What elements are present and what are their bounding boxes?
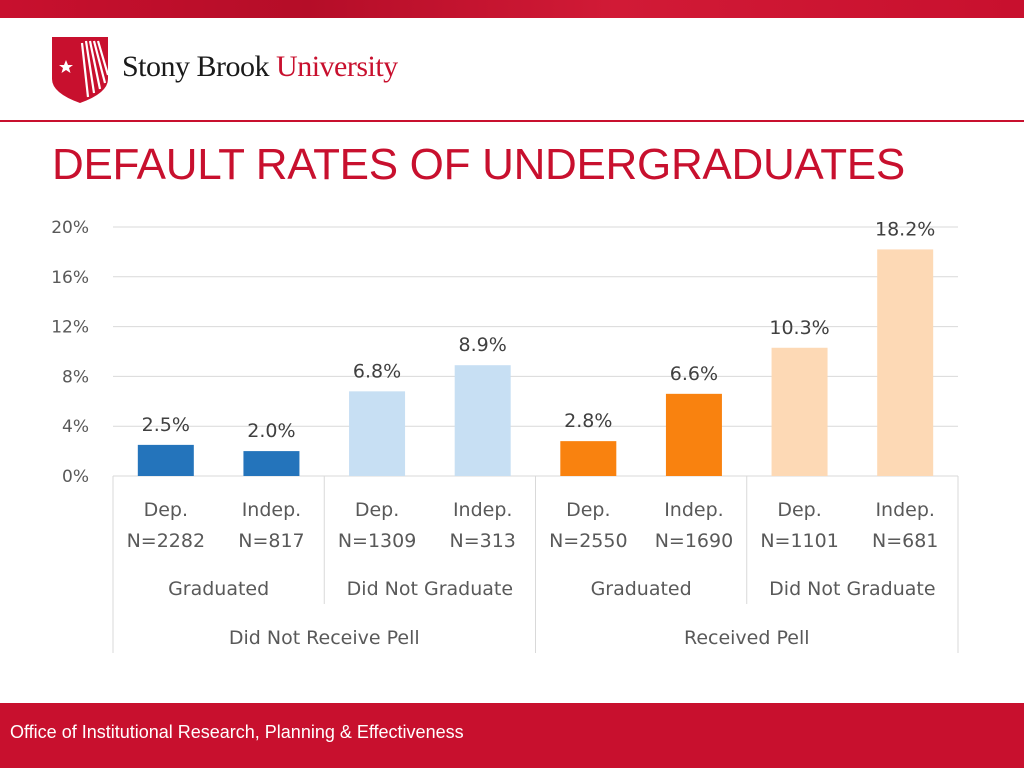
supergroup-label: Received Pell bbox=[684, 627, 810, 649]
group-label: Did Not Graduate bbox=[769, 578, 935, 600]
category-count-label: N=1690 bbox=[655, 530, 734, 552]
category-count-label: N=817 bbox=[238, 530, 304, 552]
header-divider bbox=[0, 120, 1024, 122]
group-label: Graduated bbox=[168, 578, 269, 600]
bar bbox=[137, 444, 194, 476]
top-decorative-bar bbox=[0, 0, 1024, 18]
bar bbox=[243, 451, 300, 476]
logo-wordmark-university: University bbox=[276, 50, 398, 83]
category-count-label: N=2550 bbox=[549, 530, 628, 552]
bar bbox=[665, 393, 722, 476]
bar bbox=[454, 365, 511, 476]
category-label: Dep. bbox=[777, 499, 821, 521]
bar bbox=[349, 391, 406, 476]
data-label: 2.8% bbox=[564, 410, 612, 432]
y-tick-label: 0% bbox=[62, 467, 89, 487]
footer-bar: Office of Institutional Research, Planni… bbox=[0, 703, 1024, 768]
category-label: Indep. bbox=[875, 499, 935, 521]
category-label: Dep. bbox=[355, 499, 399, 521]
y-tick-label: 8% bbox=[62, 367, 89, 387]
supergroup-label: Did Not Receive Pell bbox=[229, 627, 420, 649]
slide-title: DEFAULT RATES OF UNDERGRADUATES bbox=[52, 140, 905, 189]
data-label: 8.9% bbox=[459, 334, 507, 356]
data-label: 2.5% bbox=[142, 414, 190, 436]
university-logo: Stony Brook University bbox=[52, 33, 472, 105]
y-tick-label: 16% bbox=[51, 268, 89, 288]
bar-chart: 0% 4% 8% 12% 16% 20% 2.5% 2.0% 6.8% 8.9% 2.8% 6.6% 1… bbox=[51, 218, 959, 653]
data-label: 6.8% bbox=[353, 360, 401, 382]
category-count-label: N=1309 bbox=[338, 530, 417, 552]
bar bbox=[877, 249, 934, 476]
category-label: Dep. bbox=[144, 499, 188, 521]
category-label: Dep. bbox=[566, 499, 610, 521]
category-count-label: N=2282 bbox=[127, 530, 206, 552]
category-label: Indep. bbox=[242, 499, 302, 521]
bar bbox=[560, 441, 617, 476]
star-shield-icon bbox=[52, 37, 110, 103]
footer-text: Office of Institutional Research, Planni… bbox=[10, 722, 464, 742]
group-label: Did Not Graduate bbox=[347, 578, 513, 600]
group-label: Graduated bbox=[591, 578, 692, 600]
category-label: Indep. bbox=[453, 499, 513, 521]
logo-wordmark: Stony Brook University bbox=[122, 50, 398, 84]
category-count-label: N=681 bbox=[872, 530, 938, 552]
data-label: 6.6% bbox=[670, 363, 718, 385]
data-label: 10.3% bbox=[769, 317, 829, 339]
data-label: 2.0% bbox=[247, 420, 295, 442]
y-tick-label: 12% bbox=[51, 318, 89, 338]
logo-wordmark-name: Stony Brook bbox=[122, 50, 270, 83]
category-count-label: N=1101 bbox=[760, 530, 839, 552]
bar bbox=[771, 347, 828, 476]
y-tick-label: 20% bbox=[51, 218, 89, 238]
category-label: Indep. bbox=[664, 499, 724, 521]
category-count-label: N=313 bbox=[449, 530, 515, 552]
data-label: 18.2% bbox=[875, 218, 935, 240]
y-tick-label: 4% bbox=[62, 417, 89, 437]
